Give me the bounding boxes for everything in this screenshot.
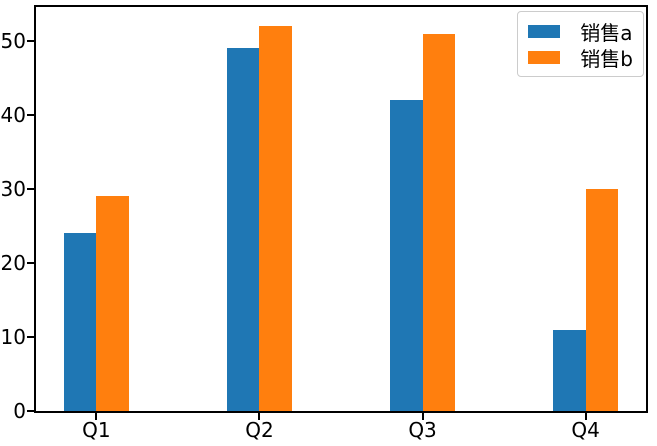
bar-销售b-Q2 (259, 26, 293, 411)
legend-swatch-icon (528, 24, 561, 38)
y-tick-mark (27, 336, 34, 338)
bar-销售a-Q2 (226, 48, 260, 411)
bar-销售b-Q3 (422, 33, 456, 411)
y-tick-mark (27, 114, 34, 117)
y-tick-label-20: 20 (0, 251, 26, 275)
y-tick-label-50: 50 (0, 29, 26, 54)
y-tick-mark (27, 40, 34, 43)
bar-销售b-Q1 (96, 196, 129, 411)
plot-area: 销售a 销售b (34, 5, 648, 413)
x-tick-mark (258, 413, 261, 420)
y-tick-mark (27, 188, 34, 191)
y-tick-mark (27, 410, 34, 412)
x-tick-mark (95, 413, 98, 420)
x-tick-mark (421, 413, 424, 420)
bar-销售a-Q4 (553, 329, 586, 411)
x-tick-label-Q4: Q4 (571, 418, 600, 442)
bar-销售a-Q1 (63, 233, 97, 411)
legend-label: 销售b (580, 46, 633, 71)
y-tick-label-30: 30 (0, 177, 26, 202)
legend-label: 销售a (580, 20, 633, 45)
legend-swatch-icon (528, 50, 561, 64)
legend-entry-销售b: 销售b (528, 44, 633, 71)
x-tick-mark (584, 413, 587, 420)
y-tick-label-40: 40 (0, 103, 26, 128)
bar-销售b-Q4 (585, 189, 619, 411)
x-tick-label-Q3: Q3 (408, 418, 437, 442)
bars-layer (36, 7, 646, 411)
legend-entry-销售a: 销售a (528, 18, 633, 45)
y-tick-label-0: 0 (13, 399, 26, 423)
bar-销售a-Q3 (389, 100, 423, 411)
legend: 销售a 销售b (517, 11, 644, 77)
y-tick-label-10: 10 (0, 325, 26, 349)
x-tick-label-Q2: Q2 (245, 418, 274, 442)
y-tick-mark (27, 262, 34, 264)
x-tick-label-Q1: Q1 (82, 418, 111, 442)
